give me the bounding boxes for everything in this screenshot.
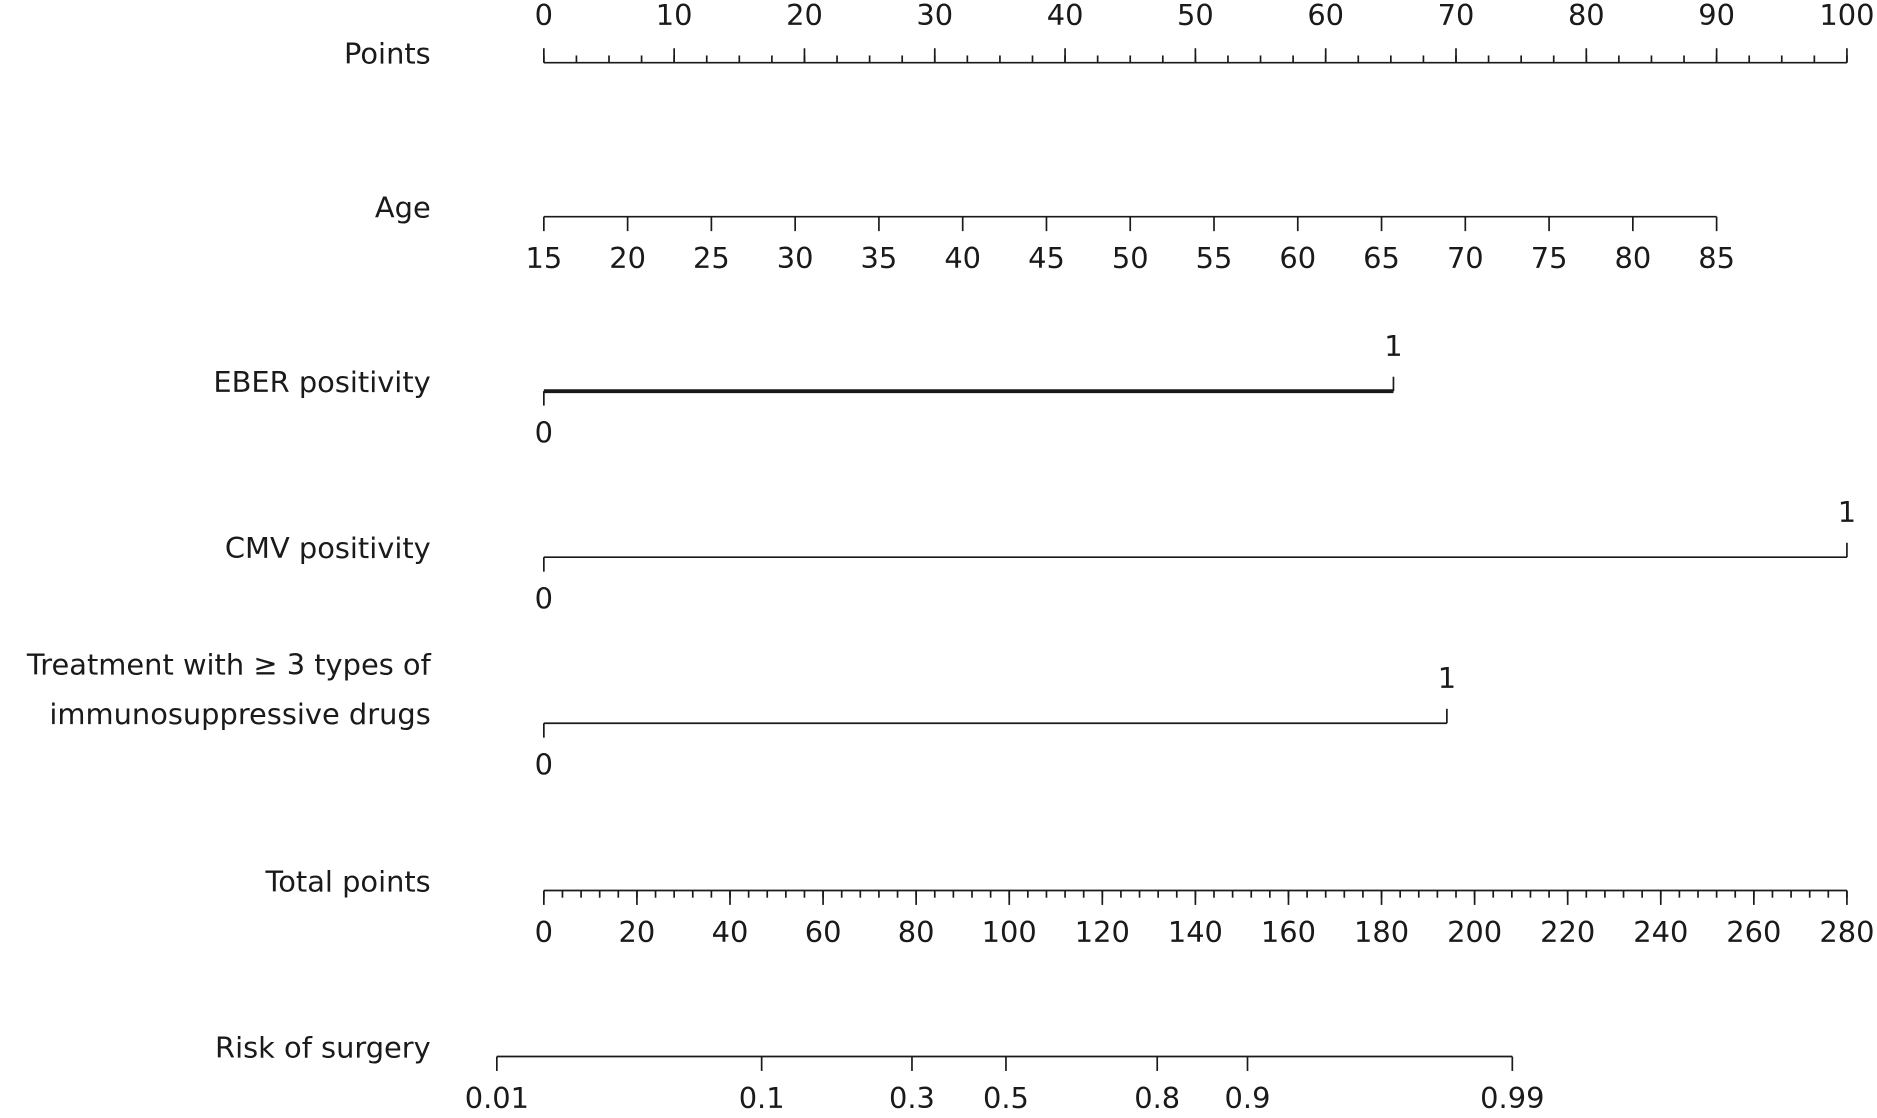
tick-label: 90 <box>1698 0 1735 32</box>
tick-label: 260 <box>1726 915 1781 949</box>
row-label: Risk of surgery <box>215 1030 431 1064</box>
tick-label: 40 <box>944 241 981 275</box>
tick-label: 45 <box>1028 241 1065 275</box>
tick-label: 0 <box>535 748 553 782</box>
tick-label: 1 <box>1838 495 1856 529</box>
tick-label: 0 <box>535 582 553 616</box>
tick-label: 100 <box>1819 0 1874 32</box>
tick-label: 60 <box>1307 0 1344 32</box>
tick-label: 50 <box>1112 241 1149 275</box>
tick-label: 120 <box>1075 915 1130 949</box>
tick-label: 200 <box>1447 915 1502 949</box>
tick-label: 0 <box>535 915 553 949</box>
tick-label: 60 <box>1279 241 1316 275</box>
tick-label: 100 <box>982 915 1037 949</box>
tick-label: 180 <box>1354 915 1409 949</box>
tick-label: 65 <box>1363 241 1400 275</box>
tick-label: 50 <box>1177 0 1214 32</box>
tick-label: 30 <box>777 241 814 275</box>
tick-label: 20 <box>619 915 656 949</box>
tick-label: 80 <box>1568 0 1605 32</box>
row-label: Treatment with ≥ 3 types of <box>26 648 432 682</box>
tick-label: 70 <box>1447 241 1484 275</box>
tick-label: 0 <box>535 415 553 449</box>
row-label: Total points <box>265 864 431 898</box>
tick-label: 140 <box>1168 915 1223 949</box>
tick-label: 40 <box>1047 0 1084 32</box>
tick-label: 240 <box>1633 915 1688 949</box>
tick-label: 160 <box>1261 915 1316 949</box>
row-label: Points <box>344 36 431 70</box>
tick-label: 220 <box>1540 915 1595 949</box>
tick-label: 0.8 <box>1134 1081 1180 1115</box>
tick-label: 1 <box>1438 661 1456 695</box>
tick-label: 70 <box>1438 0 1475 32</box>
tick-label: 0.5 <box>983 1081 1029 1115</box>
tick-label: 85 <box>1698 241 1735 275</box>
tick-label: 15 <box>525 241 562 275</box>
row-label: Age <box>375 190 431 224</box>
tick-label: 75 <box>1531 241 1568 275</box>
tick-label: 1 <box>1384 329 1402 363</box>
tick-label: 25 <box>693 241 730 275</box>
tick-label: 0.1 <box>739 1081 785 1115</box>
tick-label: 20 <box>609 241 646 275</box>
tick-label: 0.01 <box>465 1081 529 1115</box>
tick-label: 0.3 <box>889 1081 935 1115</box>
tick-label: 20 <box>786 0 823 32</box>
tick-label: 10 <box>656 0 693 32</box>
tick-label: 80 <box>1614 241 1651 275</box>
row-label: EBER positivity <box>213 365 430 399</box>
tick-label: 80 <box>898 915 935 949</box>
tick-label: 0.99 <box>1480 1081 1544 1115</box>
tick-label: 0 <box>535 0 553 32</box>
tick-label: 280 <box>1819 915 1874 949</box>
tick-label: 55 <box>1196 241 1233 275</box>
row-label: immunosuppressive drugs <box>49 697 430 731</box>
tick-label: 60 <box>805 915 842 949</box>
tick-label: 0.9 <box>1225 1081 1271 1115</box>
tick-label: 40 <box>712 915 749 949</box>
tick-label: 35 <box>861 241 898 275</box>
tick-label: 30 <box>916 0 953 32</box>
row-label: CMV positivity <box>225 531 431 565</box>
